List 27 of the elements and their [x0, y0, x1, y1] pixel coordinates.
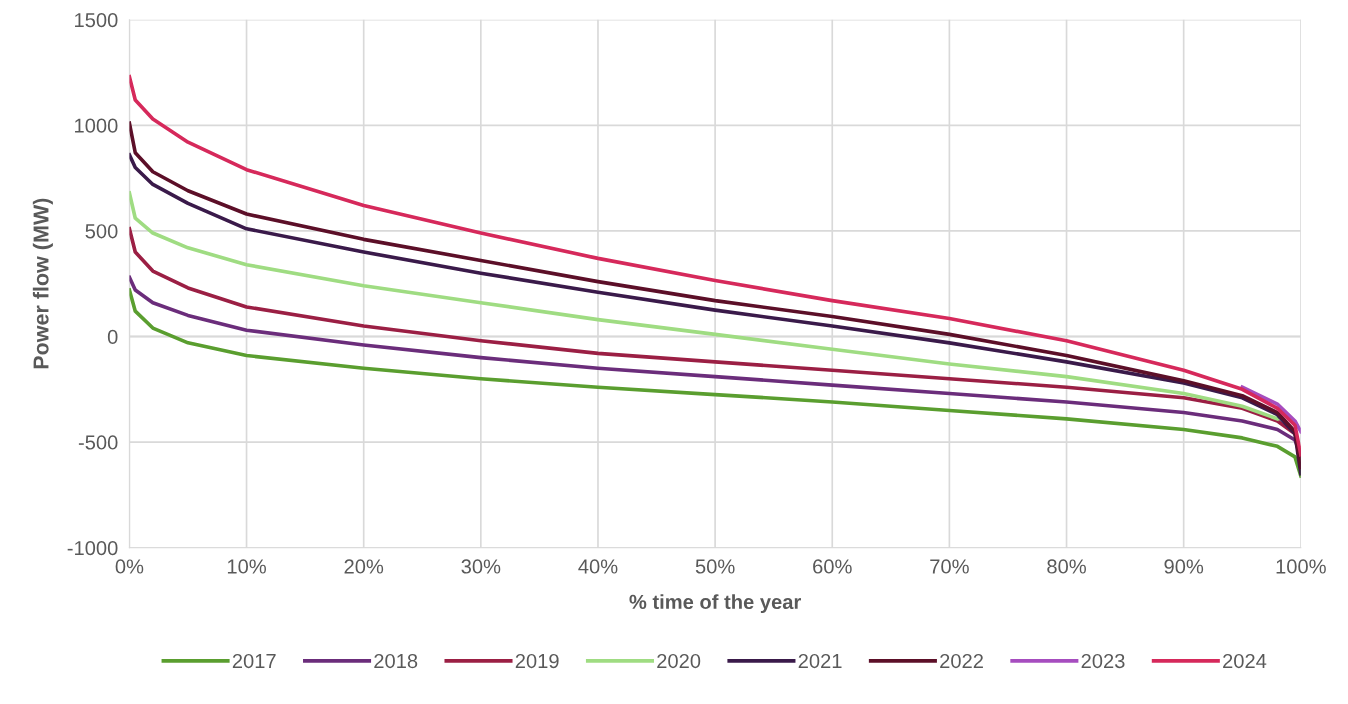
x-axis-title: % time of the year [629, 594, 801, 614]
x-tick-label: 0% [115, 559, 144, 574]
y-tick-label: 1000 [75, 118, 118, 133]
x-tick-label: 100% [1276, 559, 1326, 574]
x-tick-label: 60% [813, 559, 852, 574]
y-tick-label: 0 [107, 329, 118, 345]
legend-label: 2022 [940, 653, 983, 669]
y-tick-label: 1500 [75, 12, 118, 28]
legend-label: 2017 [232, 653, 276, 669]
x-tick-label: 20% [344, 559, 384, 574]
legend-label: 2021 [798, 653, 842, 669]
x-tick-label: 70% [930, 559, 969, 574]
x-tick-label: 10% [227, 559, 266, 574]
y-tick-label: -500 [78, 435, 118, 450]
y-axis-title: Power flow (MW) [32, 198, 53, 369]
legend-label: 2024 [1223, 653, 1267, 669]
legend-label: 2020 [657, 653, 701, 669]
x-tick-label: 40% [578, 559, 618, 574]
x-tick-label: 30% [461, 559, 501, 574]
x-tick-label: 80% [1047, 559, 1086, 574]
x-tick-label: 90% [1164, 559, 1204, 574]
x-tick-label: 50% [695, 559, 735, 574]
legend-label: 2019 [515, 653, 559, 669]
y-tick-label: 500 [85, 224, 118, 239]
legend-label: 2018 [374, 653, 418, 669]
y-tick-label: -1000 [67, 540, 118, 556]
legend-label: 2023 [1081, 653, 1125, 669]
